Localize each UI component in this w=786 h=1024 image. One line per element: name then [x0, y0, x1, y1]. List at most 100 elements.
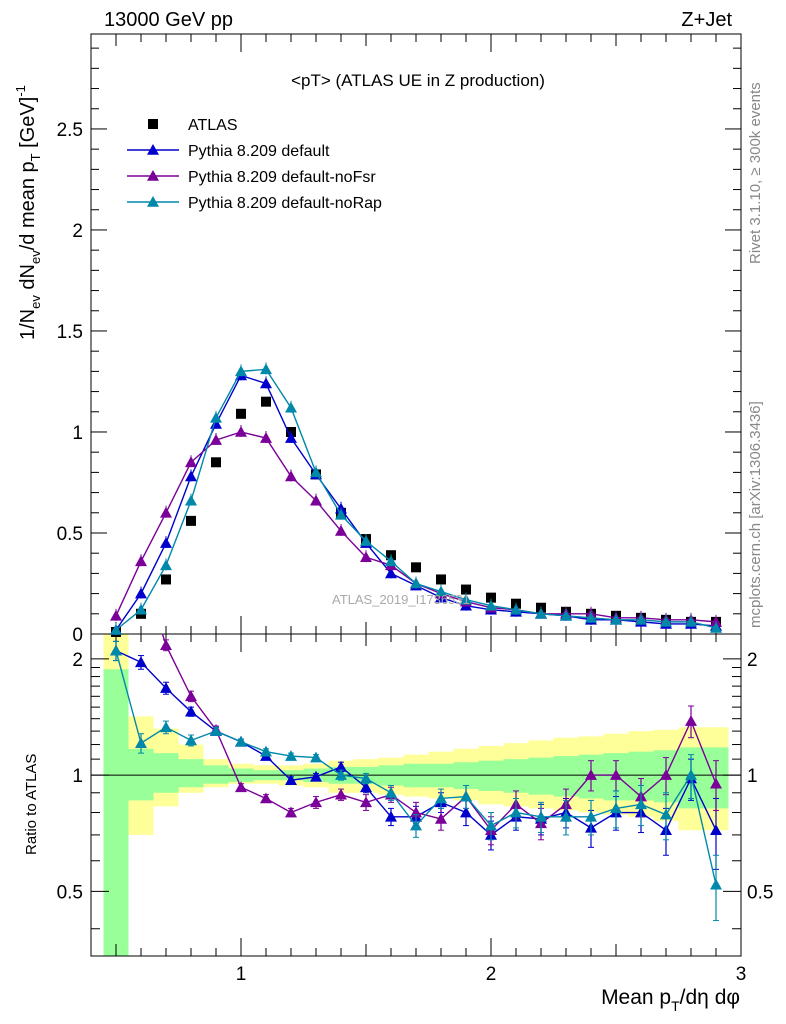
ratio-series-group — [110, 443, 722, 922]
legend-marker-pythia-8-209-default-norap — [147, 196, 159, 207]
ratio-point-pythia-8-209-default-norap — [210, 725, 222, 736]
legend-label-pythia-8-209-default: Pythia 8.209 default — [188, 143, 330, 160]
ratio-point-pythia-8-209-default-nofsr — [435, 812, 447, 824]
rivet-version-label: Rivet 3.1.10, ≥ 300k events — [747, 82, 764, 264]
main-point-pythia-8-209-default-norap — [435, 585, 447, 597]
ratio-y-tick-label: 0.5 — [57, 882, 83, 903]
ratio-band-stat-bin — [103, 669, 129, 956]
main-line-pythia-8-209-default-norap — [115, 368, 717, 631]
legend-marker-pythia-8-209-default-nofsr — [147, 170, 159, 181]
ratio-y-tick-label: 1 — [72, 766, 83, 787]
main-point-pythia-8-209-default-nofsr — [235, 425, 247, 437]
main-point-pythia-8-209-default-norap — [460, 593, 472, 605]
ratio-point-pythia-8-209-default-norap — [410, 819, 422, 831]
ratio-point-pythia-8-209-default-nofsr — [360, 796, 372, 808]
main-point-atlas — [411, 562, 421, 573]
main-point-pythia-8-209-default-nofsr — [310, 494, 322, 506]
main-point-pythia-8-209-default-nofsr — [210, 434, 222, 445]
ratio-point-pythia-8-209-default-norap — [235, 735, 247, 747]
source-label: mcplots.cern.ch [arXiv:1306.3436] — [747, 401, 764, 628]
x-tick-label: 2 — [486, 964, 497, 985]
ratio-point-pythia-8-209-default-nofsr — [260, 792, 272, 804]
ratio-point-pythia-8-209-default — [160, 682, 172, 693]
main-point-atlas — [436, 574, 446, 585]
main-point-pythia-8-209-default-norap — [360, 535, 372, 546]
ratio-point-pythia-8-209-default-norap — [360, 772, 372, 784]
ratio-point-pythia-8-209-default-norap — [185, 734, 197, 746]
main-point-atlas — [186, 515, 196, 526]
ratio-point-pythia-8-209-default-norap — [535, 810, 547, 822]
ratio-point-pythia-8-209-default — [335, 760, 347, 772]
ratio-point-pythia-8-209-default-norap — [260, 745, 272, 757]
main-point-pythia-8-209-default-norap — [235, 365, 247, 377]
x-tick-label: 1 — [236, 964, 247, 985]
ratio-point-pythia-8-209-default — [385, 810, 397, 822]
legend-label-pythia-8-209-default-norap: Pythia 8.209 default-noRap — [188, 195, 382, 212]
ratio-point-pythia-8-209-default-norap — [560, 810, 572, 822]
main-point-pythia-8-209-default-norap — [710, 621, 722, 633]
ratio-point-pythia-8-209-default — [185, 705, 197, 717]
main-point-pythia-8-209-default-norap — [110, 623, 122, 635]
ratio-point-pythia-8-209-default-nofsr — [660, 769, 672, 780]
main-point-pythia-8-209-default-nofsr — [360, 551, 372, 563]
ratio-point-pythia-8-209-default-norap — [710, 878, 722, 890]
main-point-pythia-8-209-default-nofsr — [135, 555, 147, 567]
legend-marker-atlas — [148, 119, 158, 129]
main-point-pythia-8-209-default-norap — [160, 559, 172, 571]
main-point-pythia-8-209-default-norap — [135, 603, 147, 615]
ratio-band-stat-bin — [478, 760, 504, 791]
main-point-pythia-8-209-default-norap — [635, 613, 647, 625]
ratio-point-pythia-8-209-default-nofsr — [160, 639, 172, 651]
legend-label-atlas: ATLAS — [188, 117, 238, 134]
main-point-pythia-8-209-default-norap — [560, 609, 572, 621]
ratio-y-tick-label: 2 — [72, 650, 83, 671]
main-point-atlas — [261, 396, 271, 407]
ratio-point-pythia-8-209-default-norap — [485, 819, 497, 831]
ratio-point-pythia-8-209-default-norap — [135, 737, 147, 748]
ratio-y-tick-label-right: 0.5 — [747, 882, 773, 903]
ratio-point-pythia-8-209-default-nofsr — [585, 769, 597, 780]
ratio-point-pythia-8-209-default-nofsr — [710, 777, 722, 789]
ratio-band-stat-bin — [203, 765, 229, 784]
ratio-point-pythia-8-209-default-norap — [585, 810, 597, 822]
main-point-atlas — [161, 574, 171, 585]
ratio-point-pythia-8-209-default — [710, 824, 722, 835]
ratio-band-stat-bin — [178, 759, 204, 788]
main-point-pythia-8-209-default-norap — [610, 613, 622, 625]
ratio-point-pythia-8-209-default-nofsr — [285, 806, 297, 818]
main-point-pythia-8-209-default-norap — [660, 615, 672, 627]
main-series-group — [110, 362, 722, 637]
main-point-pythia-8-209-default-nofsr — [110, 609, 122, 621]
ratio-point-pythia-8-209-default-norap — [110, 644, 122, 656]
ratio-point-pythia-8-209-default-norap — [510, 806, 522, 818]
ratio-y-axis-label: Ratio to ATLAS — [23, 754, 40, 855]
main-y-tick-label: 0.5 — [57, 524, 83, 545]
main-y-tick-label: 2 — [72, 221, 83, 242]
energy-label: 13000 GeV pp — [104, 9, 233, 31]
main-point-pythia-8-209-default — [385, 567, 397, 579]
ratio-point-pythia-8-209-default — [360, 781, 372, 793]
ratio-y-tick-label-right: 1 — [747, 766, 758, 787]
ratio-point-pythia-8-209-default-nofsr — [110, 443, 122, 454]
main-point-pythia-8-209-default-norap — [260, 363, 272, 375]
ratio-point-pythia-8-209-default-norap — [335, 769, 347, 780]
ratio-band-stat-bin — [153, 753, 179, 793]
ratio-point-pythia-8-209-default-nofsr — [310, 796, 322, 808]
process-label: Z+Jet — [681, 9, 732, 31]
main-axes: 0 0.5 1 1.5 2 2.5 — [57, 34, 742, 646]
ratio-point-pythia-8-209-default-nofsr — [185, 690, 197, 702]
legend-marker-pythia-8-209-default — [147, 144, 159, 155]
ratio-point-pythia-8-209-default-norap — [435, 792, 447, 804]
main-point-pythia-8-209-default-norap — [685, 615, 697, 627]
main-point-pythia-8-209-default — [185, 470, 197, 482]
main-point-pythia-8-209-default-norap — [210, 411, 222, 423]
main-point-pythia-8-209-default-norap — [510, 603, 522, 615]
ratio-point-pythia-8-209-default — [285, 774, 297, 786]
plot-title: <pT> (ATLAS UE in Z production) — [291, 71, 545, 90]
ratio-point-pythia-8-209-default-norap — [310, 751, 322, 763]
main-y-tick-label: 1 — [72, 423, 83, 444]
main-y-tick-label: 1.5 — [57, 322, 83, 343]
main-point-pythia-8-209-default-norap — [335, 508, 347, 520]
ratio-point-pythia-8-209-default-norap — [460, 790, 472, 802]
